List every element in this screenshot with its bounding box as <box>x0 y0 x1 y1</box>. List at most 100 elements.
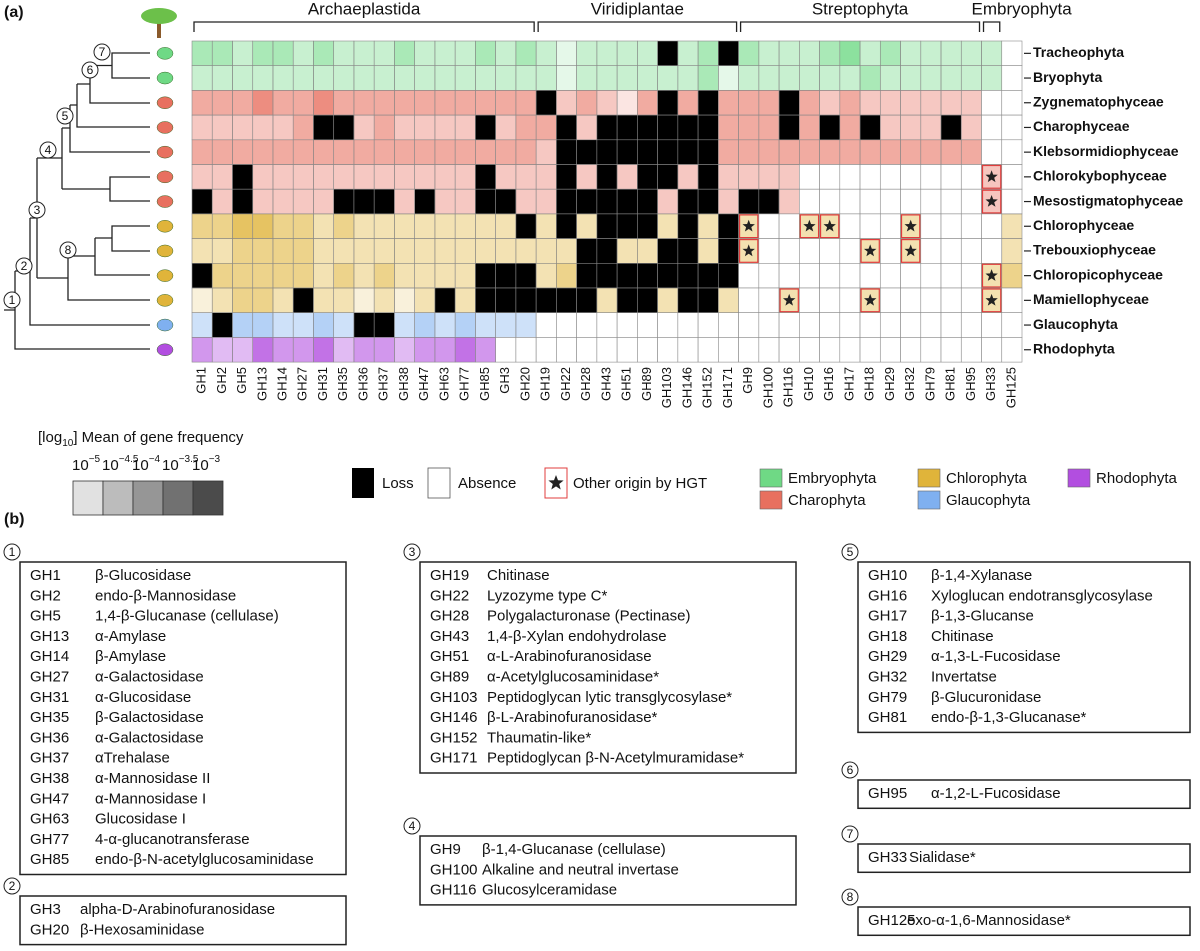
clade-bracket <box>193 21 535 32</box>
cell <box>211 65 233 91</box>
cell-absence <box>879 213 901 239</box>
cell <box>960 40 982 67</box>
cell-loss <box>677 262 699 289</box>
cell <box>799 90 820 116</box>
scale-box <box>132 480 164 516</box>
cell <box>535 262 557 289</box>
organism-icon <box>156 220 174 233</box>
column-label: GH17 <box>841 367 856 401</box>
section-circle <box>3 543 21 561</box>
cell <box>738 164 760 190</box>
cell <box>515 164 537 190</box>
cell <box>272 337 294 363</box>
cell <box>495 90 517 116</box>
cell-absence <box>960 213 982 239</box>
gh-name: α-1,2-L-Fucosidase <box>931 785 1061 802</box>
gh-name: Glucosylceramidase <box>482 882 617 899</box>
hgt-star <box>904 244 917 257</box>
hgt-star <box>864 293 877 306</box>
column-label: GH5 <box>234 367 249 394</box>
cell <box>495 238 517 264</box>
cell-absence <box>960 188 982 215</box>
cell <box>292 40 314 67</box>
cell-hgt-border <box>981 164 1002 189</box>
cell-loss <box>333 114 355 141</box>
cell <box>373 40 395 67</box>
cell-absence <box>697 337 719 363</box>
cell <box>576 213 598 239</box>
gh-id: GH36 <box>30 729 69 746</box>
hgt-star <box>803 219 816 232</box>
cell <box>960 65 982 91</box>
cell-loss <box>292 287 314 314</box>
column-label: GH2 <box>214 367 229 394</box>
cell <box>454 139 476 165</box>
cell <box>637 65 658 91</box>
cell <box>211 164 233 190</box>
cell <box>515 238 537 264</box>
cell <box>879 139 901 165</box>
cell <box>373 262 395 289</box>
cell <box>191 287 213 314</box>
section-number: 4 <box>409 819 416 833</box>
cell-absence <box>535 337 557 363</box>
cell <box>191 238 213 264</box>
cell-absence <box>799 337 820 363</box>
scale-title-part: [log <box>38 429 62 446</box>
cell <box>373 90 395 116</box>
cell <box>353 139 375 165</box>
cell-loss <box>434 287 456 314</box>
cell <box>191 90 213 116</box>
cell <box>718 90 739 116</box>
cell-hgt-border <box>799 214 820 239</box>
cell <box>414 114 436 141</box>
section-number: 1 <box>9 545 16 559</box>
gh-name: 4-α-glucanotransferase <box>95 831 250 848</box>
gh-id: GH5 <box>30 608 61 625</box>
gh-id: GH100 <box>430 861 478 878</box>
cell <box>616 164 638 190</box>
cell <box>394 238 415 264</box>
cell <box>657 188 679 215</box>
cell <box>758 65 780 91</box>
cell <box>535 238 557 264</box>
column-label: GH125 <box>1003 367 1018 408</box>
cell <box>879 114 901 141</box>
cell-absence <box>900 312 922 338</box>
cell <box>232 65 254 91</box>
gh-name: exo-α-1,6-Mannosidase* <box>907 912 1071 929</box>
gh-id: GH10 <box>868 567 907 584</box>
cell-loss <box>596 262 618 289</box>
gh-name: β-Hexosaminidase <box>80 921 205 938</box>
gh-id: GH32 <box>868 668 907 685</box>
section-circle <box>841 825 859 843</box>
section-circle <box>841 888 859 906</box>
legend-swatch <box>917 490 941 510</box>
cell <box>454 287 476 314</box>
section-box <box>857 779 1191 810</box>
cell <box>292 312 314 338</box>
cell-loss <box>313 114 334 141</box>
gh-name: α-L-Arabinofuranosidase <box>487 648 652 665</box>
cell <box>596 287 618 314</box>
row-label: Mamiellophyceae <box>1033 291 1149 307</box>
cell <box>637 40 658 67</box>
cell <box>333 90 355 116</box>
legend-label: Rhodophyta <box>1096 470 1178 487</box>
legend-swatch <box>917 468 941 488</box>
cell-absence <box>859 337 881 363</box>
cell <box>1001 238 1023 264</box>
legend-label: Charophyta <box>788 492 866 509</box>
cell <box>373 164 395 190</box>
cell-absence <box>960 337 982 363</box>
cell <box>738 139 760 165</box>
cell <box>920 90 942 116</box>
organism-icon <box>156 145 174 159</box>
cell <box>556 262 577 289</box>
key-label: Other origin by HGT <box>573 475 707 492</box>
gh-name: Chitinase <box>487 567 550 584</box>
section-number: 6 <box>847 763 854 777</box>
node-circle <box>81 61 99 79</box>
cell <box>454 262 476 289</box>
